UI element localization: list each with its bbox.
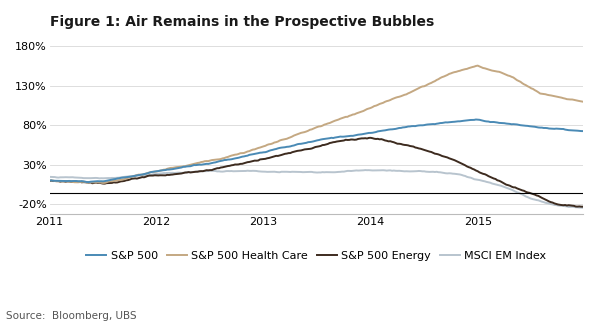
Line: S&P 500 Energy: S&P 500 Energy [50, 138, 583, 207]
S&P 500 Health Care [474, 64, 481, 68]
S&P 500 Energy [46, 179, 53, 183]
Text: Figure 1: Air Remains in the Prospective Bubbles: Figure 1: Air Remains in the Prospective… [50, 15, 434, 29]
Legend: S&P 500, S&P 500 Health Care, S&P 500 Energy, MSCI EM Index: S&P 500, S&P 500 Health Care, S&P 500 En… [82, 246, 551, 265]
S&P 500 Energy [374, 137, 382, 141]
MSCI EM Index [374, 169, 382, 172]
S&P 500 Energy [362, 136, 369, 140]
S&P 500 [580, 129, 587, 133]
S&P 500 Health Care [374, 103, 382, 107]
S&P 500 Health Care [365, 107, 373, 110]
Line: MSCI EM Index: MSCI EM Index [50, 170, 583, 208]
S&P 500 [499, 121, 506, 125]
S&P 500 Health Care [364, 107, 371, 111]
S&P 500 Health Care [499, 71, 506, 75]
S&P 500 Energy [367, 136, 374, 140]
MSCI EM Index [46, 175, 53, 179]
S&P 500 [374, 130, 382, 133]
S&P 500 Energy [531, 193, 538, 196]
S&P 500 Energy [364, 137, 371, 141]
MSCI EM Index [497, 184, 505, 188]
S&P 500 [364, 131, 371, 135]
S&P 500 Health Care [100, 181, 107, 185]
S&P 500 [46, 179, 53, 182]
MSCI EM Index [364, 168, 371, 172]
MSCI EM Index [48, 175, 55, 179]
S&P 500 Health Care [48, 179, 55, 182]
S&P 500 [472, 118, 479, 121]
S&P 500 Energy [580, 205, 587, 209]
MSCI EM Index [365, 168, 373, 172]
MSCI EM Index [362, 168, 369, 172]
S&P 500 [48, 179, 55, 182]
MSCI EM Index [580, 206, 587, 210]
S&P 500 [533, 125, 540, 129]
S&P 500 [365, 131, 373, 135]
S&P 500 Health Care [533, 89, 540, 93]
S&P 500 Energy [497, 180, 505, 183]
S&P 500 Health Care [46, 179, 53, 182]
MSCI EM Index [531, 198, 538, 202]
S&P 500 Energy [48, 179, 55, 183]
S&P 500 Health Care [580, 100, 587, 104]
S&P 500 [85, 180, 92, 184]
Line: S&P 500: S&P 500 [50, 120, 583, 182]
Text: Source:  Bloomberg, UBS: Source: Bloomberg, UBS [6, 311, 137, 321]
Line: S&P 500 Health Care: S&P 500 Health Care [50, 66, 583, 183]
